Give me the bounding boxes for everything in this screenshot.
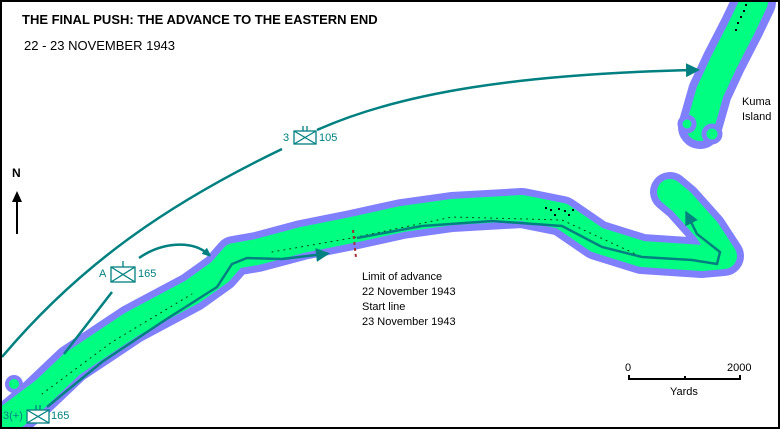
unit-3-165-right: 165	[51, 410, 70, 422]
betio-island	[2, 172, 744, 427]
phase-line	[352, 229, 357, 259]
unit-a-165-right: 165	[138, 268, 157, 280]
route-to-kuma	[2, 70, 694, 358]
advance-routes	[2, 70, 722, 408]
route-a-company	[138, 243, 208, 260]
phase-label-line: 22 November 1943	[362, 286, 456, 298]
scale-unit: Yards	[670, 386, 698, 398]
island-label-line: Kuma	[742, 96, 771, 108]
scale-end: 2000	[727, 362, 752, 374]
kuma-island	[677, 2, 776, 149]
unit-symbols	[26, 126, 317, 424]
route-a-company-support	[63, 291, 113, 355]
island-label-line: Island	[742, 111, 772, 123]
route-main-east	[356, 210, 722, 266]
north-label: N	[12, 166, 21, 180]
unit-a-165-left: A	[99, 268, 107, 280]
map-title: THE FINAL PUSH: THE ADVANCE TO THE EASTE…	[22, 12, 378, 27]
route-main-west	[46, 247, 330, 408]
island-label: Kuma Island	[742, 95, 771, 125]
north-arrow-icon	[12, 191, 22, 234]
phase-line-label: Limit of advance 22 November 1943 Start …	[362, 270, 456, 330]
scale-start: 0	[625, 362, 632, 374]
phase-label-line: Start line	[362, 301, 406, 313]
phase-label-line: 23 November 1943	[362, 316, 456, 328]
map-subtitle: 22 - 23 NOVEMBER 1943	[24, 38, 176, 53]
buildings	[545, 4, 747, 216]
scale-bar	[628, 375, 741, 380]
phase-label-line: Limit of advance	[362, 271, 443, 283]
unit-3-105-right: 105	[319, 132, 338, 144]
unit-3-105-left: 3	[283, 132, 290, 144]
unit-3-165-left: 3(+)	[3, 410, 23, 422]
